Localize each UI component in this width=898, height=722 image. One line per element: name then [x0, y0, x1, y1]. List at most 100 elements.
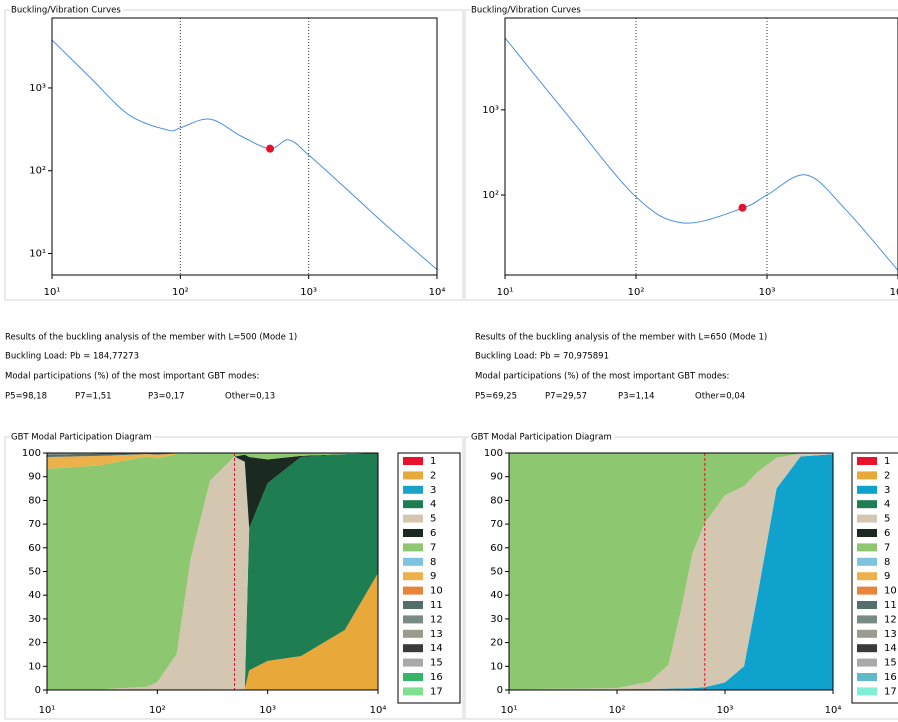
legend-swatch	[857, 485, 877, 494]
legend-swatch	[403, 457, 423, 465]
legend-label: 17	[430, 686, 443, 697]
y-tick-label: 50	[490, 567, 503, 578]
curve	[505, 37, 898, 271]
legend-swatch	[403, 471, 423, 480]
plot-area	[509, 453, 833, 690]
legend-swatch	[403, 557, 423, 566]
y-tick-label: 100	[484, 448, 503, 459]
area	[509, 454, 833, 690]
x-tick-label: 10³	[759, 287, 776, 298]
modal-heading: Modal participations (%) of the most imp…	[5, 372, 259, 382]
legend-swatch	[857, 586, 877, 595]
legend-label: 10	[884, 586, 897, 597]
legend-swatch	[403, 543, 423, 552]
legend-swatch	[857, 500, 877, 509]
x-tick-label: 10¹	[44, 287, 61, 298]
y-tick-label: 70	[490, 519, 503, 530]
participation: P5=69,25	[475, 392, 517, 402]
legend-label: 13	[884, 629, 897, 640]
legend-label: 3	[884, 485, 890, 496]
y-tick-label: 30	[28, 614, 41, 625]
legend-label: 4	[430, 499, 436, 510]
y-tick-label: 10²	[482, 190, 499, 201]
y-tick-label: 70	[28, 519, 41, 530]
legend-label: 5	[884, 514, 890, 525]
buckling-load: Buckling Load: Pb = 184,77273	[5, 352, 139, 362]
legend-label: 15	[884, 658, 897, 669]
y-tick-label: 10	[28, 661, 41, 672]
y-tick-label: 10³	[29, 83, 46, 94]
marker-point	[738, 203, 747, 212]
plot-area	[47, 453, 378, 690]
legend-swatch	[857, 514, 877, 523]
participation: Other=0,04	[695, 392, 745, 402]
x-tick-label: 10⁴	[825, 705, 842, 716]
legend-swatch	[403, 615, 423, 624]
legend-label: 1	[884, 456, 890, 467]
legend-swatch	[857, 658, 877, 667]
y-tick-label: 30	[490, 614, 503, 625]
y-tick-label: 10²	[29, 166, 46, 177]
legend-label: 2	[884, 470, 890, 481]
group-title: Buckling/Vibration Curves	[471, 6, 581, 16]
group-title: GBT Modal Participation Diagram	[471, 433, 612, 443]
x-tick-label: 10³	[300, 287, 317, 298]
legend-swatch	[857, 457, 877, 465]
legend-swatch	[857, 673, 877, 681]
legend-swatch	[857, 557, 877, 566]
legend-label: 7	[430, 542, 436, 553]
y-tick-label: 20	[490, 638, 503, 649]
legend-swatch	[857, 687, 877, 696]
y-tick-label: 90	[490, 472, 503, 483]
x-tick-label: 10¹	[39, 705, 56, 716]
y-tick-label: 80	[490, 495, 503, 506]
legend-swatch	[403, 529, 423, 537]
y-tick-label: 80	[28, 495, 41, 506]
group-box	[464, 436, 898, 720]
x-tick-label: 10¹	[497, 287, 514, 298]
area	[47, 453, 378, 690]
participation: Other=0,13	[225, 392, 275, 402]
legend-label: 17	[884, 686, 897, 697]
legend-box	[851, 452, 898, 704]
legend-swatch	[403, 601, 423, 609]
y-tick-label: 100	[22, 448, 41, 459]
y-tick-label: 90	[28, 472, 41, 483]
x-tick-label: 10²	[149, 705, 166, 716]
legend-label: 11	[430, 600, 443, 611]
legend-label: 5	[430, 514, 436, 525]
x-tick-label: 10⁴	[370, 705, 387, 716]
legend-swatch	[403, 500, 423, 509]
legend-label: 7	[884, 542, 890, 553]
legend-label: 14	[430, 643, 443, 654]
x-tick-label: 10³	[259, 705, 276, 716]
legend-label: 9	[884, 571, 890, 582]
x-tick-label: 10²	[609, 705, 626, 716]
legend-swatch	[857, 543, 877, 552]
legend-label: 8	[884, 557, 890, 568]
legend-label: 2	[430, 470, 436, 481]
group-title: GBT Modal Participation Diagram	[11, 433, 152, 443]
legend-label: 4	[884, 499, 890, 510]
participation: P3=1,14	[618, 392, 655, 402]
area	[509, 453, 833, 690]
group-box	[464, 9, 898, 301]
results-heading: Results of the buckling analysis of the …	[5, 333, 297, 343]
plot-area	[505, 37, 898, 271]
y-tick-label: 10¹	[29, 249, 46, 260]
plot-frame	[46, 452, 379, 691]
y-tick-label: 60	[28, 543, 41, 554]
x-tick-label: 10⁴	[890, 287, 898, 298]
legend-swatch	[857, 601, 877, 609]
x-tick-label: 10¹	[501, 705, 518, 716]
legend-swatch	[857, 572, 877, 581]
y-tick-label: 40	[490, 590, 503, 601]
legend-label: 14	[884, 643, 897, 654]
participation: P5=98,18	[5, 392, 47, 402]
area	[47, 453, 378, 469]
y-tick-label: 10³	[482, 105, 499, 116]
legend-swatch	[857, 629, 877, 638]
legend-label: 6	[884, 528, 890, 539]
legend-label: 16	[430, 672, 443, 683]
